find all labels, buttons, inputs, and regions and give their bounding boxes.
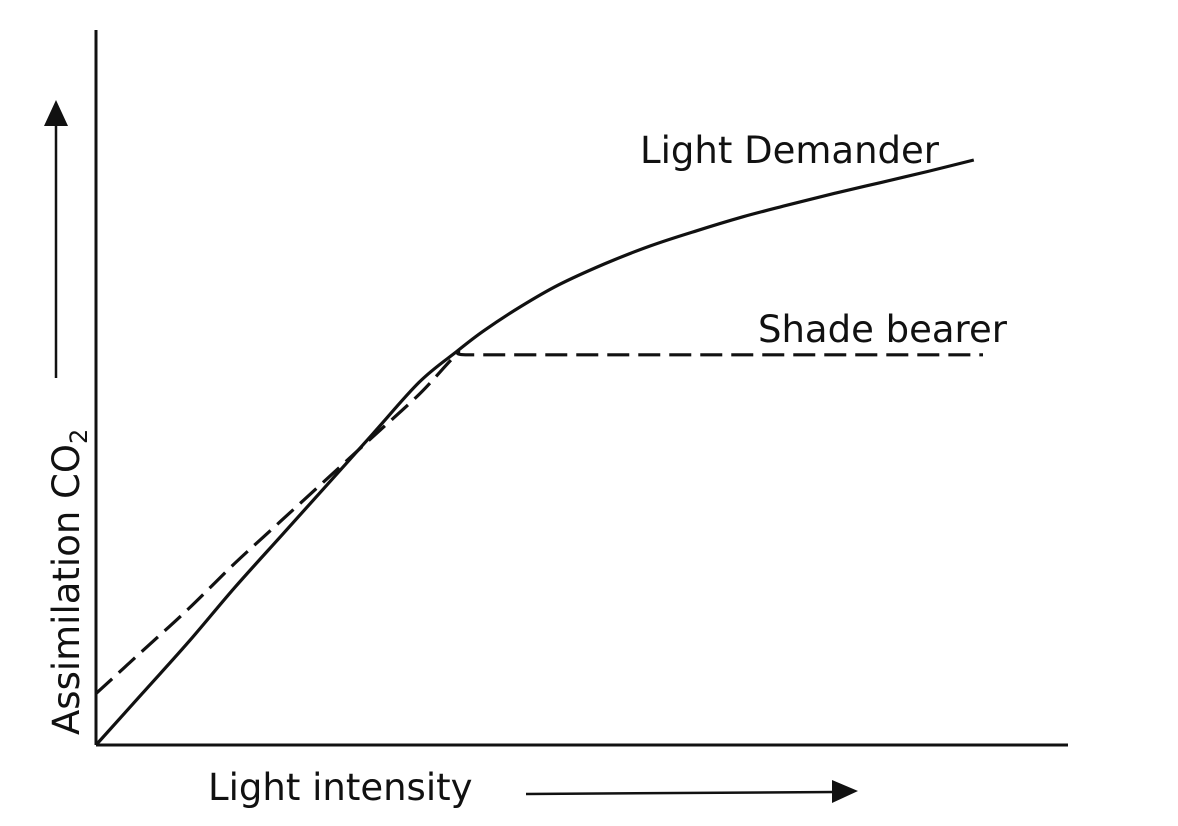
y-axis-label-text: Assimilation CO [45,444,88,735]
x-axis-label: Light intensity [208,766,473,809]
y-axis-label: Assimilation CO2 [45,429,93,735]
x-arrowhead-icon [832,780,858,803]
y-arrowhead-icon [44,100,68,126]
x-direction-arrow-icon [525,790,837,796]
series-label-shade-bearer: Shade bearer [758,308,1008,351]
series-line-shade-bearer [94,350,983,695]
series-label-light-demander: Light Demander [640,129,940,172]
plot-area [94,158,983,747]
y-axis-label-subscript: 2 [65,429,93,444]
series-line-light-demander [94,158,975,747]
